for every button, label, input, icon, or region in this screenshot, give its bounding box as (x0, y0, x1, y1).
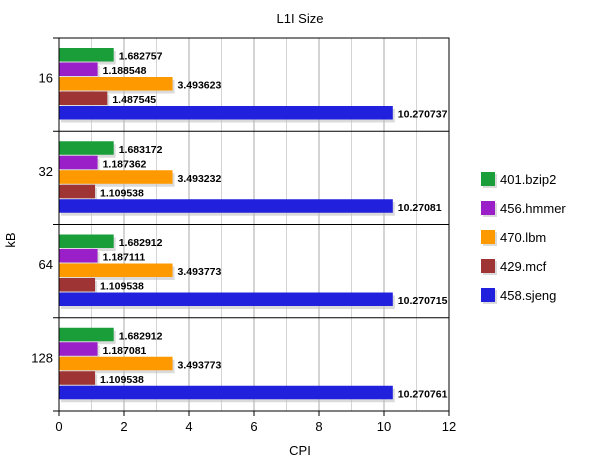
x-tick-label: 6 (250, 419, 257, 434)
bar (59, 184, 96, 199)
x-tick-label: 10 (377, 419, 391, 434)
bar (59, 199, 393, 213)
x-tick-label: 12 (442, 419, 456, 434)
bar (59, 292, 393, 306)
bar (59, 170, 173, 184)
bar (59, 356, 173, 371)
bar (59, 106, 393, 120)
legend-swatch (481, 230, 495, 244)
bar (59, 278, 96, 292)
bar (59, 155, 98, 170)
legend-label: 458.sjeng (500, 288, 556, 303)
legend-label: 429.mcf (500, 259, 547, 274)
data-label: 3.493773 (178, 266, 222, 278)
data-label: 1.682912 (119, 330, 163, 342)
bar (59, 234, 114, 248)
bar (59, 141, 114, 155)
data-label: 1.682912 (119, 237, 163, 249)
bar (59, 385, 393, 400)
data-label: 10.270761 (398, 388, 448, 400)
legend-swatch (481, 288, 495, 302)
data-label: 3.493232 (178, 173, 222, 185)
legend-label: 401.bzip2 (500, 172, 556, 187)
legend-label: 470.lbm (500, 230, 546, 245)
data-label: 1.109538 (100, 281, 144, 293)
bar (59, 263, 173, 277)
data-label: 1.109538 (100, 374, 144, 386)
data-label: 1.109538 (100, 187, 144, 199)
data-label: 1.187362 (103, 158, 147, 170)
legend-label: 456.hmmer (500, 201, 566, 216)
bar (59, 342, 98, 356)
x-tick-label: 4 (185, 419, 192, 434)
bar (59, 48, 114, 62)
bar (59, 371, 96, 385)
data-label: 3.493623 (178, 80, 222, 92)
data-label: 10.270715 (398, 295, 448, 307)
bar (59, 327, 114, 342)
data-label: 1.682757 (119, 51, 163, 63)
data-label: 3.493773 (178, 359, 222, 371)
legend-swatch (481, 201, 495, 215)
y-category-label: 128 (31, 350, 53, 365)
bar (59, 91, 108, 105)
legend: 401.bzip2 456.hmmer 470.lbm 429.mcf 458.sjen… (481, 172, 566, 304)
x-tick-label: 2 (120, 419, 127, 434)
data-label: 1.188548 (103, 65, 147, 77)
y-category-label: 16 (39, 71, 53, 86)
data-label: 1.487545 (112, 94, 156, 106)
y-category-label: 64 (39, 257, 53, 272)
y-category-label: 32 (39, 164, 53, 179)
x-axis-label: CPI (289, 443, 311, 458)
legend-swatch (481, 172, 495, 186)
data-label: 1.187081 (103, 345, 147, 357)
data-label: 10.270737 (398, 109, 448, 121)
data-label: 1.683172 (119, 144, 163, 156)
bar (59, 62, 98, 76)
x-tick-label: 0 (55, 419, 62, 434)
data-label: 10.27081 (398, 202, 442, 214)
bar (59, 77, 173, 91)
legend-swatch (481, 259, 495, 273)
y-axis-label: kB (3, 232, 18, 247)
chart-title: L1I Size (277, 11, 324, 26)
data-label: 1.187111 (103, 252, 146, 264)
bar (59, 249, 98, 263)
x-tick-label: 8 (315, 419, 322, 434)
